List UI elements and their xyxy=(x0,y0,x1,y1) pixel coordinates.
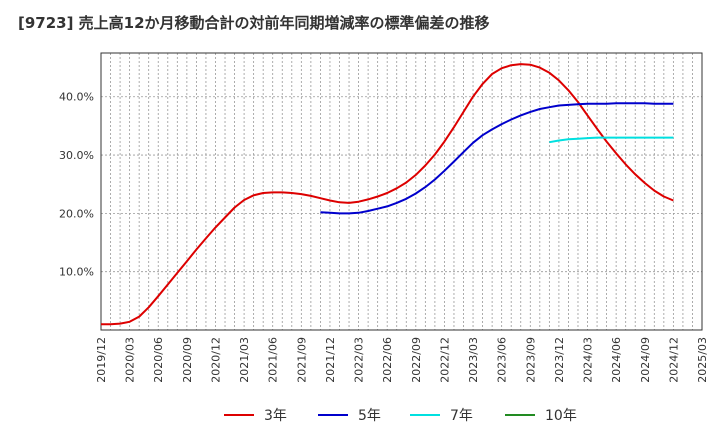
x-tick-label: 2021/12 xyxy=(324,337,337,383)
y-tick-label: 20.0% xyxy=(59,207,94,220)
y-tick-label: 10.0% xyxy=(59,266,94,279)
legend-label: 3年 xyxy=(264,408,287,424)
x-tick-label: 2023/12 xyxy=(553,337,566,383)
x-tick-label: 2021/06 xyxy=(267,337,280,383)
x-tick-label: 2023/06 xyxy=(496,337,509,383)
x-tick-label: 2019/12 xyxy=(95,337,108,383)
x-tick-label: 2020/06 xyxy=(152,337,165,383)
x-tick-label: 2022/12 xyxy=(438,337,451,383)
x-tick-label: 2024/12 xyxy=(667,337,680,383)
x-tick-label: 2022/06 xyxy=(381,337,394,383)
x-tick-label: 2021/03 xyxy=(238,337,251,383)
y-tick-label: 40.0% xyxy=(59,91,94,104)
x-tick-labels: 2019/12 2020/03 2020/06 2020/09 2020/12 2021/… xyxy=(95,337,709,383)
x-tick-label: 2020/09 xyxy=(181,337,194,383)
x-tick-label: 2022/03 xyxy=(353,337,366,383)
x-tick-label: 2021/09 xyxy=(295,337,308,383)
y-tick-labels: 10.0% 20.0% 30.0% 40.0% xyxy=(59,91,94,279)
x-tick-label: 2024/09 xyxy=(639,337,652,383)
legend: 3年 5年 7年 10年 xyxy=(224,408,577,424)
plot-area xyxy=(101,53,702,330)
plot-frame xyxy=(100,52,703,331)
x-tick-label: 2020/03 xyxy=(124,337,137,383)
x-tick-label: 2022/09 xyxy=(410,337,423,383)
grid-lines xyxy=(100,53,703,330)
x-tick-label: 2023/09 xyxy=(524,337,537,383)
y-tick-label: 30.0% xyxy=(59,149,94,162)
series-line xyxy=(549,136,674,144)
x-tick-label: 2024/06 xyxy=(610,337,623,383)
axes xyxy=(100,52,703,331)
legend-label: 5年 xyxy=(358,408,381,424)
legend-label: 7年 xyxy=(450,408,473,424)
x-tick-label: 2025/03 xyxy=(696,337,709,383)
x-tick-label: 2020/12 xyxy=(209,337,222,383)
chart-title: [9723] 売上高12か月移動合計の対前年同期増減率の標準偏差の推移 xyxy=(18,14,490,32)
series-lines xyxy=(101,63,674,326)
series-line xyxy=(320,102,674,215)
x-tick-label: 2023/03 xyxy=(467,337,480,383)
legend-label: 10年 xyxy=(545,408,577,424)
x-tick-label: 2024/03 xyxy=(582,337,595,383)
series-line xyxy=(101,63,674,326)
